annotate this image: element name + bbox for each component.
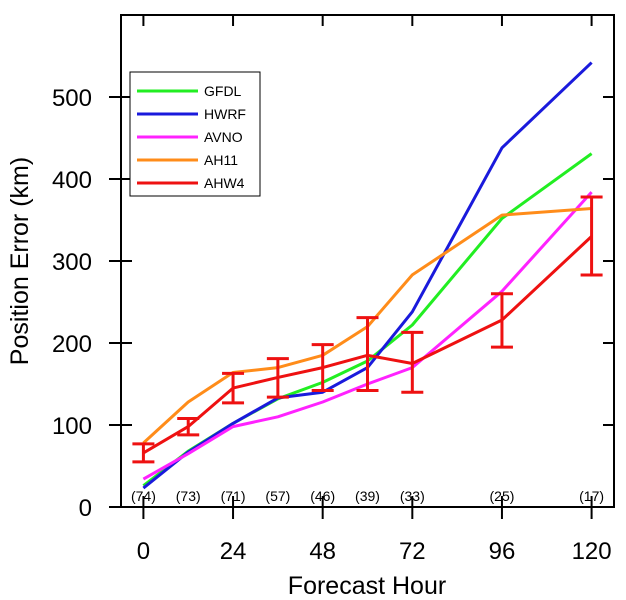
error-bar <box>311 343 334 393</box>
x-tick-label: 96 <box>489 538 516 565</box>
series-line-avno <box>142 191 593 481</box>
sample-count-label: (74) <box>131 488 156 504</box>
axis-ticks: 0 24 48 72 96 120 0 100 200 300 400 500 <box>52 15 614 565</box>
x-axis-title: Forecast Hour <box>288 572 446 600</box>
error-bar <box>222 371 245 405</box>
y-tick-label: 300 <box>52 249 92 276</box>
legend-label-ahw4: AHW4 <box>204 175 245 191</box>
y-tick-label: 200 <box>52 331 92 358</box>
legend-label-ah11: AH11 <box>204 152 238 168</box>
sample-count-label: (71) <box>221 488 246 504</box>
error-bar <box>177 416 200 437</box>
sample-count-label: (73) <box>176 488 201 504</box>
y-tick-label: 400 <box>52 167 92 194</box>
y-axis-title: Position Error (km) <box>6 157 34 365</box>
x-tick-label: 120 <box>572 538 612 565</box>
error-bar <box>266 357 289 399</box>
legend-box <box>129 71 261 197</box>
legend-label-gfdl: GFDL <box>204 83 242 99</box>
sample-count-label: (46) <box>310 488 335 504</box>
sample-count-label: (57) <box>265 488 290 504</box>
x-tick-label: 72 <box>399 538 426 565</box>
error-bar <box>490 292 513 349</box>
y-tick-label: 0 <box>79 495 92 522</box>
legend: GFDL HWRF AVNO AH11 AHW4 <box>129 71 261 197</box>
error-bar <box>356 316 379 393</box>
error-bar <box>132 442 155 464</box>
sample-count-label: (17) <box>579 488 604 504</box>
error-bar <box>580 195 603 277</box>
error-bar <box>401 330 424 394</box>
legend-label-avno: AVNO <box>204 129 243 145</box>
sample-count-label: (39) <box>355 488 380 504</box>
x-tick-label: 48 <box>309 538 336 565</box>
legend-label-hwrf: HWRF <box>204 106 246 122</box>
error-bars <box>132 195 603 464</box>
sample-count-label: (25) <box>490 488 515 504</box>
x-tick-label: 0 <box>137 538 150 565</box>
series-line-hwrf <box>142 61 593 490</box>
sample-count-label: (33) <box>400 488 425 504</box>
y-tick-label: 500 <box>52 85 92 112</box>
sample-count-labels: (74) (73) (71) (57) (46) (39) (33) (25) (17) <box>131 488 604 504</box>
x-tick-label: 24 <box>220 538 247 565</box>
y-tick-label: 100 <box>52 413 92 440</box>
